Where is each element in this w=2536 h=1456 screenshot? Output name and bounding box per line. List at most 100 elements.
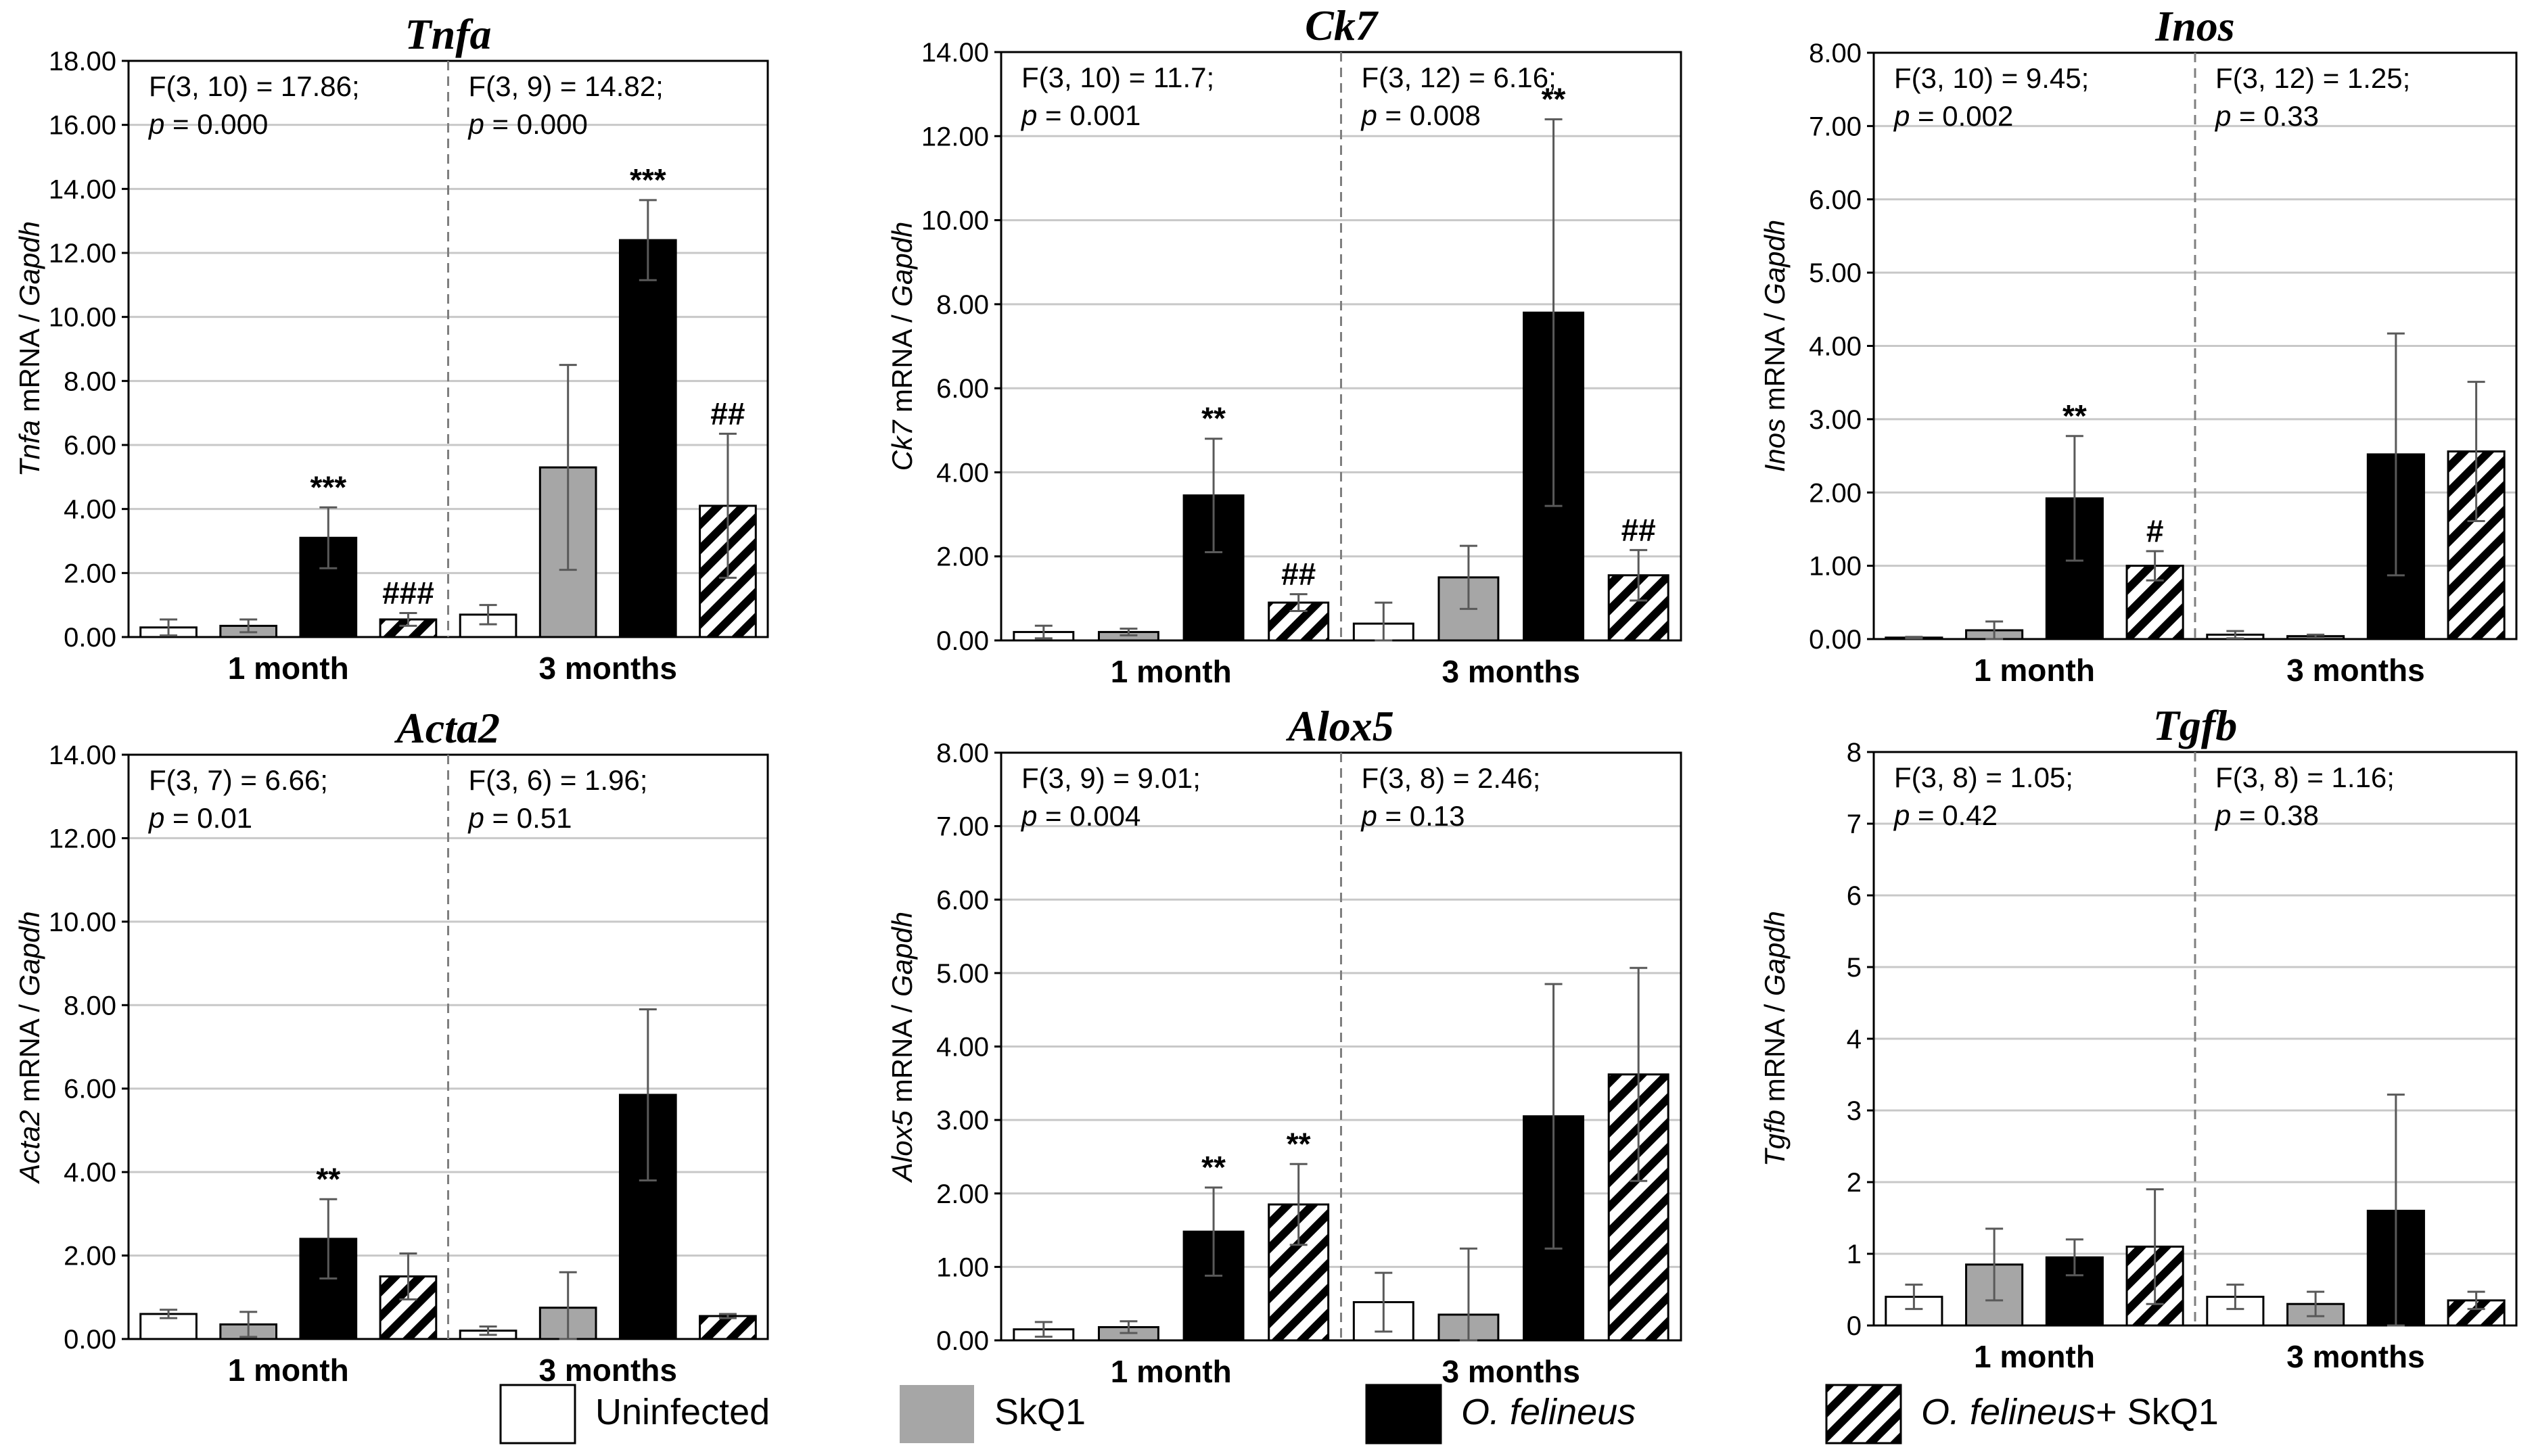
stat-p-number: = 0.001 <box>1045 99 1140 131</box>
y-tick-label: 14.00 <box>49 741 116 770</box>
stat-p-symbol: p <box>467 108 492 140</box>
legend-swatch <box>499 1384 576 1445</box>
y-tick-label: 7.00 <box>1809 112 1862 141</box>
bar <box>699 1315 757 1340</box>
legend-label: Uninfected <box>595 1392 770 1432</box>
y-tick-label: 4 <box>1847 1025 1862 1054</box>
y-tick-label: 5.00 <box>1809 258 1862 288</box>
significance-mark: ** <box>2062 398 2087 433</box>
stat-p-number: = 0.13 <box>1385 800 1465 832</box>
stat-f-value: F(3, 8) = 2.46; <box>1362 762 1541 794</box>
y-tick-label: 16.00 <box>49 111 116 141</box>
group-label: 3 months <box>539 651 677 686</box>
y-axis-label-reference: Gapdh <box>1759 911 1791 996</box>
stat-p-value: p = 0.001 <box>1020 99 1140 131</box>
stat-p-symbol: p <box>1893 100 1918 132</box>
chart-panels: 0.00 2.00 4.00 6.00 8.00 10.00 12.00 14.00 16.00… <box>14 1 2518 1389</box>
stat-p-number: = 0.002 <box>1918 100 2013 132</box>
legend-label: O. felineus+ SkQ1 <box>1921 1392 2219 1432</box>
y-tick-label: 5 <box>1847 953 1862 983</box>
y-tick-label: 2.00 <box>64 559 116 588</box>
y-axis-label-units: mRNA / <box>1759 305 1791 419</box>
group-one-month: 1 month F(3, 8) = 1.05; p = 0.42 <box>1885 761 2184 1374</box>
group-one-month: 1 month F(3, 7) = 6.66; p = 0.01 ** <box>139 764 438 1388</box>
group-three-months: 3 months F(3, 12) = 6.16; p = 0.008 ** ## <box>1352 62 1669 689</box>
stat-p-number: = 0.008 <box>1385 99 1481 131</box>
stat-p-value: p = 0.008 <box>1360 99 1481 131</box>
y-tick-label: 2.00 <box>936 542 989 572</box>
group-label: 1 month <box>228 1353 349 1388</box>
stat-f-value: F(3, 8) = 1.16; <box>2215 761 2395 793</box>
y-axis-label-reference: Gapdh <box>886 912 918 997</box>
y-tick-label: 8 <box>1847 738 1862 768</box>
legend-label-species: O. felineus <box>1921 1392 2096 1432</box>
group-one-month: 1 month F(3, 9) = 9.01; p = 0.004 ** ** <box>1013 762 1330 1389</box>
y-tick-label: 6.00 <box>64 431 116 461</box>
y-axis-label: Tgfb mRNA / Gapdh <box>1759 911 1791 1167</box>
y-axis-label-units: mRNA / <box>14 996 45 1110</box>
group-one-month: 1 month F(3, 10) = 9.45; p = 0.002 ** # <box>1885 62 2184 688</box>
y-tick-label: 2.00 <box>64 1242 116 1271</box>
y-tick-label: 3.00 <box>936 1106 989 1135</box>
y-tick-label: 8.00 <box>936 738 989 768</box>
y-tick-label: 12.00 <box>921 122 989 151</box>
stat-p-symbol: p <box>1020 800 1045 832</box>
significance-mark: # <box>2146 513 2164 548</box>
stat-p-value: p = 0.000 <box>467 108 588 140</box>
chart-ck7: 0.002.004.006.008.0010.0012.0014.00Ck7Ck… <box>886 1 1682 689</box>
stat-f-value: F(3, 10) = 17.86; <box>149 70 360 102</box>
chart-title: Tnfa <box>405 10 492 58</box>
y-tick-label: 12.00 <box>49 824 116 853</box>
y-axis-label-reference: Gapdh <box>14 221 45 306</box>
group-label: 3 months <box>539 1353 677 1388</box>
legend-item: Uninfected <box>499 1384 770 1445</box>
legend-label: SkQ1 <box>994 1392 1086 1432</box>
y-axis-label-gene: Acta2 <box>14 1110 45 1184</box>
legend-item: O. felineus <box>1365 1384 1636 1445</box>
chart-title: Tgfb <box>2153 701 2237 749</box>
stat-p-symbol: p <box>1360 99 1385 131</box>
stat-f-value: F(3, 7) = 6.66; <box>149 764 328 796</box>
significance-mark: ** <box>1201 401 1226 436</box>
legend-item: O. felineus+ SkQ1 <box>1825 1384 2219 1445</box>
y-tick-label: 14.00 <box>921 38 989 68</box>
y-tick-label: 3 <box>1847 1096 1862 1126</box>
group-label: 3 months <box>1442 654 1580 689</box>
legend-label-species: O. felineus <box>1461 1392 1636 1432</box>
stat-p-number: = 0.42 <box>1918 799 1998 831</box>
y-axis-label-gene: Tnfa <box>14 420 45 477</box>
y-tick-label: 8.00 <box>64 367 116 396</box>
y-axis-label: Tnfa mRNA / Gapdh <box>14 221 45 477</box>
group-one-month: 1 month F(3, 10) = 11.7; p = 0.001 ** ## <box>1013 62 1330 689</box>
group-three-months: 3 months F(3, 9) = 14.82; p = 0.000 *** ## <box>459 70 757 686</box>
y-axis-label-reference: Gapdh <box>1759 220 1791 305</box>
significance-mark: ** <box>1201 1150 1226 1185</box>
significance-mark: ** <box>316 1161 340 1196</box>
stat-p-number: = 0.33 <box>2239 100 2319 132</box>
y-axis-label-gene: Alox5 <box>886 1110 918 1183</box>
y-tick-label: 1.00 <box>1809 552 1862 582</box>
y-axis-label: Inos mRNA / Gapdh <box>1759 220 1791 473</box>
y-tick-label: 0.00 <box>1809 625 1862 655</box>
y-tick-label: 4.00 <box>936 458 989 488</box>
y-tick-label: 10.00 <box>49 303 116 333</box>
y-tick-label: 6.00 <box>1809 185 1862 215</box>
group-label: 3 months <box>2286 653 2424 688</box>
y-tick-label: 12.00 <box>49 239 116 268</box>
group-label: 1 month <box>228 651 349 686</box>
y-tick-label: 0.00 <box>936 1326 989 1356</box>
bar <box>299 536 358 638</box>
stat-p-symbol: p <box>147 108 172 140</box>
y-tick-label: 8.00 <box>936 290 989 320</box>
y-tick-label: 7 <box>1847 809 1862 839</box>
stat-f-value: F(3, 10) = 9.45; <box>1894 62 2089 94</box>
y-axis-label-gene: Tgfb <box>1759 1110 1791 1167</box>
y-tick-label: 6.00 <box>936 374 989 404</box>
legend-swatch <box>1365 1384 1442 1445</box>
group-label: 3 months <box>2286 1339 2424 1374</box>
y-tick-label: 4.00 <box>64 495 116 525</box>
stat-f-value: F(3, 12) = 6.16; <box>1362 62 1557 93</box>
legend-swatch <box>900 1385 974 1443</box>
